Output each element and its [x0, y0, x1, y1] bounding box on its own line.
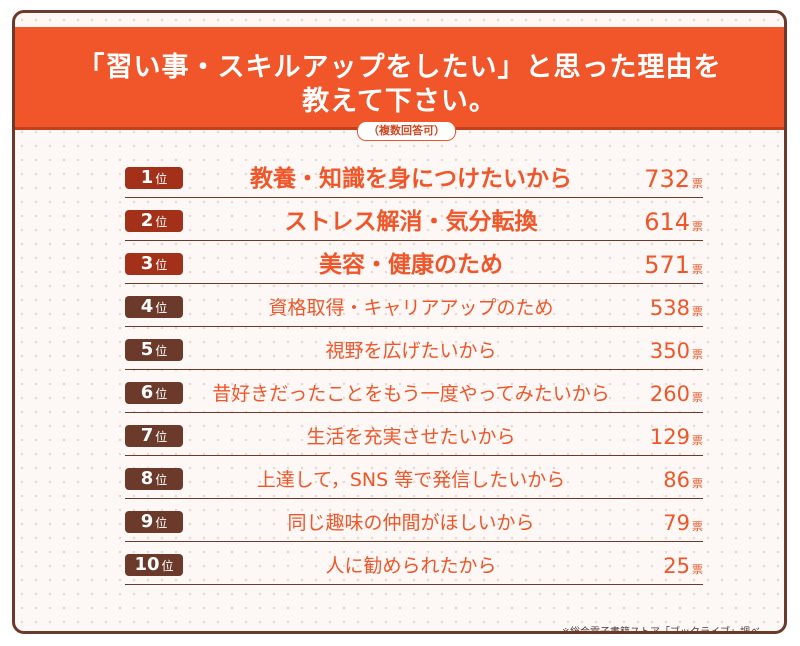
- vote-count: 350 票: [650, 335, 703, 367]
- rank-number: 8: [140, 468, 154, 489]
- ranking-row: 9 位 同じ趣味の仲間がほしいから 79 票: [125, 507, 703, 542]
- rank-number: 9: [140, 511, 154, 532]
- vote-count-unit: 票: [692, 563, 703, 576]
- vote-count-value: 86: [663, 468, 690, 492]
- rank-number: 1: [140, 167, 154, 188]
- ranking-row: 6 位 昔好きだったことをもう一度やってみたいから 260 票: [125, 378, 703, 413]
- ranking-row: 2 位 ストレス解消・気分転換 614 票: [125, 206, 703, 241]
- rank-unit: 位: [155, 258, 168, 272]
- title-banner: [15, 27, 784, 127]
- vote-count-value: 25: [663, 554, 690, 578]
- vote-count-unit: 票: [692, 263, 703, 276]
- vote-count-value: 129: [649, 425, 690, 449]
- rank-unit: 位: [155, 387, 168, 401]
- vote-count: 129 票: [650, 421, 703, 453]
- ranking-row: 10 位 人に勧められたから 25 票: [125, 550, 703, 585]
- vote-count-unit: 票: [692, 177, 703, 190]
- vote-count: 86 票: [663, 464, 703, 496]
- vote-count-value: 79: [663, 511, 690, 535]
- vote-count-unit: 票: [692, 348, 703, 361]
- rank-unit: 位: [161, 559, 174, 573]
- vote-count-unit: 票: [692, 220, 703, 233]
- infographic-frame: 「習い事・スキルアップをしたい」と思った理由を 教えて下さい。 （複数回答可） …: [12, 10, 787, 634]
- ranking-row: 7 位 生活を充実させたいから 129 票: [125, 421, 703, 456]
- vote-count-value: 538: [649, 296, 690, 320]
- vote-count: 260 票: [650, 378, 703, 410]
- rank-number: 5: [140, 339, 154, 360]
- rank-number: 2: [140, 210, 154, 231]
- rank-unit: 位: [155, 344, 168, 358]
- vote-count-unit: 票: [692, 520, 703, 533]
- rank-unit: 位: [155, 430, 168, 444]
- rank-number: 4: [140, 296, 154, 317]
- reason-label: 上達して，SNS 等で発信したいから: [256, 469, 566, 491]
- rank-unit: 位: [155, 301, 168, 315]
- reason-label: ストレス解消・気分転換: [284, 209, 538, 235]
- reason-label: 人に勧められたから: [325, 555, 497, 577]
- vote-count: 25 票: [663, 550, 703, 582]
- ranking-row: 5 位 視野を広げたいから 350 票: [125, 335, 703, 370]
- source-note: ※総合電子書籍ストア「ブックライブ」調べ: [561, 627, 760, 634]
- rank-number: 6: [140, 382, 154, 403]
- vote-count-unit: 票: [692, 477, 703, 490]
- rank-badge: 10 位: [125, 554, 183, 576]
- vote-count-value: 732: [644, 165, 690, 193]
- vote-count-value: 350: [649, 339, 690, 363]
- ranking-row: 8 位 上達して，SNS 等で発信したいから 86 票: [125, 464, 703, 499]
- ranking-row: 4 位 資格取得・キャリアアップのため 538 票: [125, 292, 703, 327]
- title-line-2: 教えて下さい。: [302, 86, 497, 117]
- ranking-row: 1 位 教養・知識を身につけたいから 732 票: [125, 163, 703, 198]
- vote-count-value: 571: [644, 251, 690, 279]
- vote-count: 538 票: [650, 292, 703, 324]
- rank-unit: 位: [155, 172, 168, 186]
- title-line-1: 「習い事・スキルアップをしたい」と思った理由を: [77, 52, 722, 83]
- reason-label: 昔好きだったことをもう一度やってみたいから: [212, 383, 610, 405]
- reason-label: 資格取得・キャリアアップのため: [268, 297, 554, 319]
- vote-count-value: 260: [649, 382, 690, 406]
- reason-label: 美容・健康のため: [319, 252, 503, 278]
- rank-number: 3: [140, 253, 154, 274]
- vote-count: 79 票: [663, 507, 703, 539]
- rank-number: 7: [140, 425, 154, 446]
- vote-count: 571 票: [644, 249, 703, 281]
- rank-unit: 位: [155, 473, 168, 487]
- ranking-row: 3 位 美容・健康のため 571 票: [125, 249, 703, 284]
- vote-count-unit: 票: [692, 391, 703, 404]
- reason-label: 教養・知識を身につけたいから: [250, 166, 572, 192]
- rank-number: 10: [134, 554, 160, 575]
- rank-unit: 位: [155, 215, 168, 229]
- vote-count: 732 票: [644, 163, 703, 195]
- multiple-answer-note: （複数回答可）: [357, 121, 456, 141]
- reason-label: 視野を広げたいから: [325, 340, 497, 362]
- vote-count-unit: 票: [692, 434, 703, 447]
- vote-count: 614 票: [644, 206, 703, 238]
- reason-label: 同じ趣味の仲間がほしいから: [287, 512, 535, 534]
- vote-count-unit: 票: [692, 305, 703, 318]
- reason-label: 生活を充実させたいから: [306, 426, 516, 448]
- vote-count-value: 614: [644, 208, 690, 236]
- rank-unit: 位: [155, 516, 168, 530]
